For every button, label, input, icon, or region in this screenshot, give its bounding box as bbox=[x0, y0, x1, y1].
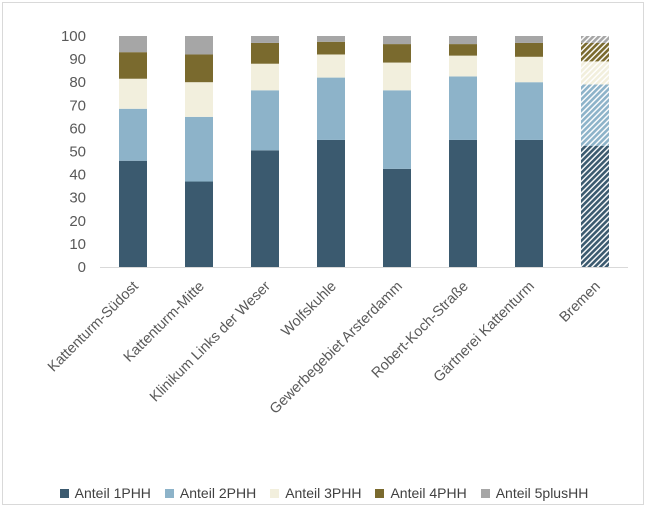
legend-swatch bbox=[164, 488, 174, 498]
x-tick-label: Bremen bbox=[557, 279, 604, 326]
bar-segment bbox=[449, 55, 477, 77]
legend-item: Anteil 5plusHH bbox=[480, 485, 589, 501]
bar-segment bbox=[119, 108, 147, 161]
y-tick-label: 70 bbox=[69, 97, 86, 114]
x-axis: Kattenturm-SüdostKattenturm-MitteKliniku… bbox=[45, 278, 604, 417]
bar-segment bbox=[515, 36, 543, 43]
legend-swatch bbox=[270, 488, 280, 498]
bar-segment bbox=[581, 36, 609, 43]
legend-item: Anteil 2PHH bbox=[164, 485, 257, 501]
bar-segment bbox=[383, 36, 411, 45]
bar-segment bbox=[515, 139, 543, 267]
x-tick-label: Wolfskuhle bbox=[279, 279, 340, 340]
bar-segment bbox=[119, 160, 147, 267]
bar-segment bbox=[185, 181, 213, 267]
legend-label: Anteil 3PHH bbox=[285, 485, 362, 501]
bar-segment bbox=[317, 41, 345, 55]
y-tick-label: 90 bbox=[69, 51, 86, 68]
x-tick-label: Klinikum Links der Weser bbox=[147, 278, 274, 405]
stacked-bar-chart: 0 10 20 30 40 50 60 70 80 90 100 Kattenturm-Südost… bbox=[45, 28, 628, 417]
bar-segment bbox=[383, 44, 411, 63]
bar-segment bbox=[185, 36, 213, 55]
bar-segment bbox=[383, 90, 411, 169]
bar-segment bbox=[449, 44, 477, 56]
bar-segment bbox=[581, 84, 609, 146]
bar-segment bbox=[515, 82, 543, 140]
bar-segment bbox=[515, 42, 543, 57]
bar-segment bbox=[119, 78, 147, 109]
bar-segment bbox=[251, 42, 279, 64]
x-tick-label: Gewerbegebiet Arsterdamm bbox=[267, 279, 406, 418]
bar-segment bbox=[251, 90, 279, 151]
bar-segment bbox=[317, 54, 345, 78]
bar-segment bbox=[251, 63, 279, 91]
bar-segment bbox=[449, 36, 477, 45]
legend-item: Anteil 4PHH bbox=[375, 485, 467, 501]
plot-area bbox=[119, 36, 609, 267]
bar-segment bbox=[185, 116, 213, 182]
y-tick-label: 20 bbox=[69, 213, 86, 230]
legend-swatch bbox=[480, 488, 490, 498]
legend-label: Anteil 2PHH bbox=[179, 485, 257, 501]
legend: Anteil 1PHH Anteil 2PHH Anteil 3PHH Anteil … bbox=[0, 482, 648, 504]
bar-segment bbox=[251, 150, 279, 267]
legend-swatch bbox=[59, 488, 69, 498]
bar-segment bbox=[119, 36, 147, 53]
legend-label: Anteil 4PHH bbox=[390, 485, 467, 501]
y-tick-label: 40 bbox=[69, 167, 86, 184]
bar-segment bbox=[581, 145, 609, 267]
y-tick-label: 10 bbox=[69, 236, 86, 253]
bar-segment bbox=[449, 139, 477, 267]
y-axis: 0 10 20 30 40 50 60 70 80 90 100 bbox=[61, 28, 86, 276]
bar-segment bbox=[449, 76, 477, 140]
legend-swatch bbox=[375, 488, 385, 498]
legend-item: Anteil 3PHH bbox=[270, 485, 361, 501]
bar-segment bbox=[317, 139, 345, 267]
y-tick-label: 50 bbox=[69, 144, 86, 161]
legend-label: Anteil 5plusHH bbox=[495, 485, 589, 501]
y-tick-label: 80 bbox=[69, 74, 86, 91]
bar-segment bbox=[515, 56, 543, 83]
y-tick-label: 60 bbox=[69, 120, 86, 137]
legend-label: Anteil 1PHH bbox=[74, 485, 151, 501]
bar-segment bbox=[383, 62, 411, 91]
bar-segment bbox=[185, 82, 213, 117]
bar-segment bbox=[581, 42, 609, 62]
legend-item: Anteil 1PHH bbox=[59, 485, 151, 501]
y-tick-label: 0 bbox=[78, 259, 86, 276]
y-tick-label: 100 bbox=[61, 28, 86, 45]
bar-segment bbox=[119, 52, 147, 79]
bar-segment bbox=[317, 77, 345, 140]
y-tick-label: 30 bbox=[69, 190, 86, 207]
bar-segment bbox=[581, 61, 609, 85]
bar-segment bbox=[251, 36, 279, 43]
bar-segment bbox=[383, 168, 411, 267]
bar-segment bbox=[185, 54, 213, 83]
bar-segment bbox=[317, 36, 345, 42]
